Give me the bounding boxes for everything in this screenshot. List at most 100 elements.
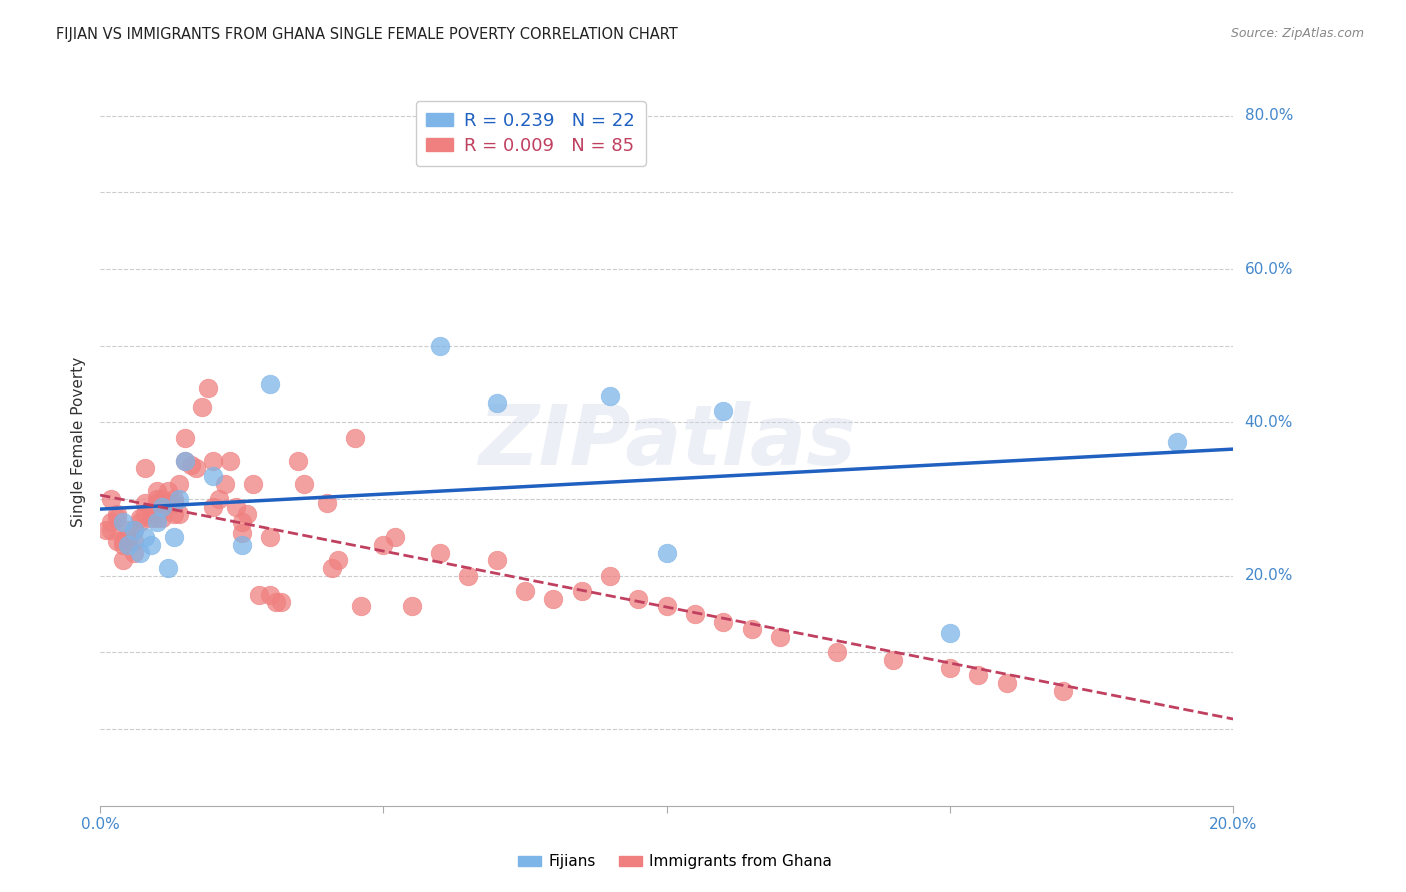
Point [105,511,128,525]
Point [599,388,621,402]
Point [197,381,219,395]
Point [134,461,156,475]
Point [236,508,259,522]
Point [655,599,678,614]
Point [683,607,706,621]
Point [134,530,156,544]
Point [186,461,208,475]
Point [122,523,145,537]
Text: Source: ZipAtlas.com: Source: ZipAtlas.com [1230,27,1364,40]
Point [571,584,593,599]
Point [202,469,225,483]
Point [225,500,247,514]
Point [214,476,236,491]
Point [169,491,191,506]
Point [485,396,508,410]
Point [270,595,292,609]
Point [231,538,253,552]
Point [163,530,186,544]
Point [711,615,734,629]
Point [321,561,343,575]
Point [825,645,848,659]
Point [105,534,128,549]
Point [157,484,180,499]
Point [350,599,373,614]
Point [128,515,150,529]
Point [513,584,536,599]
Point [259,377,281,392]
Point [152,511,174,525]
Point [429,546,451,560]
Point [128,546,150,560]
Point [146,496,169,510]
Point [208,491,231,506]
Point [373,538,395,552]
Point [139,538,162,552]
Point [1052,683,1074,698]
Y-axis label: Single Female Poverty: Single Female Poverty [72,357,86,526]
Point [146,511,169,525]
Point [146,491,169,506]
Point [259,530,281,544]
Point [122,523,145,537]
Point [315,496,337,510]
Point [401,599,423,614]
Point [384,530,406,544]
Point [111,534,134,549]
Point [174,453,197,467]
Point [242,476,264,491]
Point [146,484,169,499]
Point [157,561,180,575]
Point [117,530,139,544]
Point [655,546,678,560]
Point [627,591,650,606]
Point [117,538,139,552]
Point [995,676,1018,690]
Point [711,404,734,418]
Point [100,515,122,529]
Point [163,496,186,510]
Point [134,496,156,510]
Point [152,491,174,506]
Point [457,568,479,582]
Point [163,508,186,522]
Point [485,553,508,567]
Point [100,491,122,506]
Point [599,568,621,582]
Point [128,511,150,525]
Point [111,553,134,567]
Point [139,503,162,517]
Point [122,534,145,549]
Point [169,476,191,491]
Legend: R = 0.239   N = 22, R = 0.009   N = 85: R = 0.239 N = 22, R = 0.009 N = 85 [416,101,645,166]
Point [111,515,134,529]
Point [247,588,270,602]
Point [105,508,128,522]
Text: FIJIAN VS IMMIGRANTS FROM GHANA SINGLE FEMALE POVERTY CORRELATION CHART: FIJIAN VS IMMIGRANTS FROM GHANA SINGLE F… [56,27,678,42]
Text: 80.0%: 80.0% [1244,108,1294,123]
Legend: Fijians, Immigrants from Ghana: Fijians, Immigrants from Ghana [512,848,838,875]
Point [122,546,145,560]
Point [111,538,134,552]
Point [191,400,214,414]
Point [939,626,962,640]
Point [1166,434,1188,449]
Point [202,500,225,514]
Text: 60.0%: 60.0% [1244,261,1294,277]
Point [174,431,197,445]
Point [152,500,174,514]
Point [769,630,792,644]
Point [344,431,367,445]
Point [882,653,904,667]
Point [292,476,315,491]
Point [287,453,309,467]
Point [139,511,162,525]
Text: ZIPatlas: ZIPatlas [478,401,856,482]
Point [939,660,962,674]
Point [163,491,186,506]
Point [202,453,225,467]
Point [146,515,169,529]
Point [326,553,349,567]
Point [180,458,202,472]
Point [94,523,117,537]
